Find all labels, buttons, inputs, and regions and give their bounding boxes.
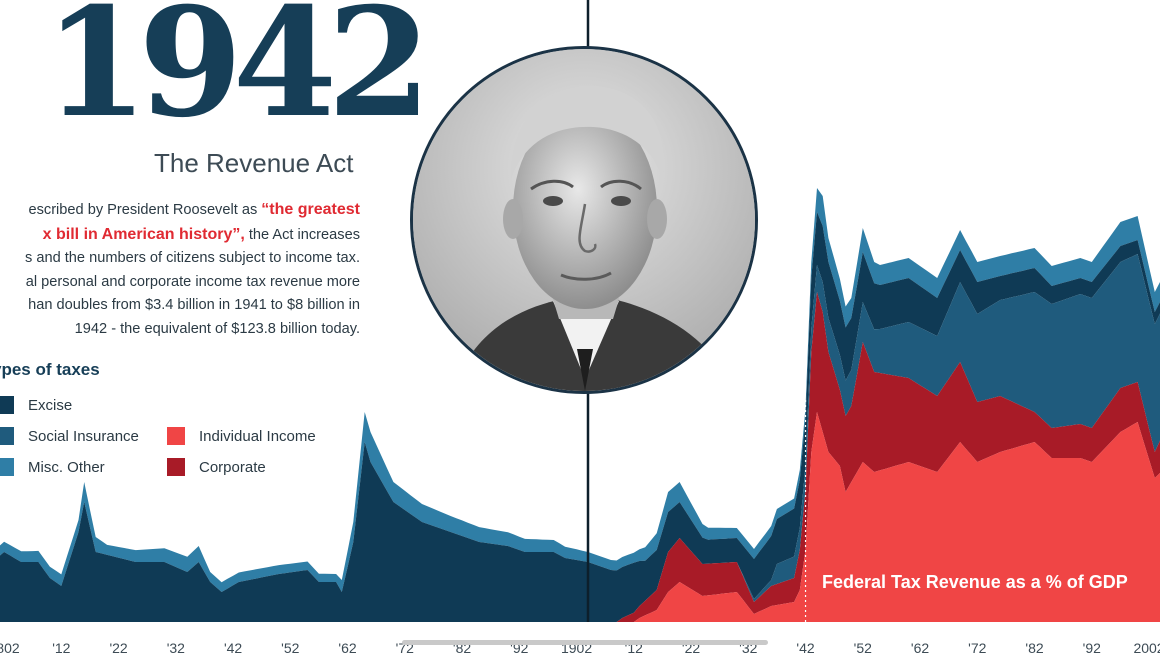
x-tick-label: '62 <box>911 640 929 656</box>
area-series-excise <box>0 212 1160 622</box>
legend-title: ypes of taxes <box>0 360 100 379</box>
description-line-4: al personal and corporate income tax rev… <box>25 273 360 290</box>
legend-label-excise: Excise <box>28 396 73 414</box>
description-quote-part-2: x bill in American history”, <box>42 225 245 243</box>
area-series-corporate <box>0 292 1160 622</box>
legend-label-misc-other: Misc. Other <box>28 458 105 476</box>
legend-swatch-excise <box>0 396 14 414</box>
x-tick-label: '42 <box>224 640 242 656</box>
legend-swatch-individual-income <box>167 427 185 445</box>
act-title: The Revenue Act <box>154 148 354 178</box>
portrait-frame <box>410 46 758 394</box>
x-tick-label: '72 <box>968 640 986 656</box>
x-tick-label: '52 <box>854 640 872 656</box>
year-title: 1942 <box>44 0 431 151</box>
legend-item-individual-income: Individual Income <box>167 427 316 445</box>
x-tick-label: '22 <box>109 640 127 656</box>
x-tick-label: '62 <box>338 640 356 656</box>
area-series-social-insurance <box>0 254 1160 622</box>
description-line-3: s and the numbers of citizens subject to… <box>24 250 360 266</box>
legend-label-corporate: Corporate <box>199 458 266 476</box>
area-series-individual-income <box>0 412 1160 622</box>
legend-swatch-social-insurance <box>0 427 14 445</box>
act-description: escribed by President Roosevelt as “the … <box>0 198 360 341</box>
legend-item-social-insurance: Social Insurance <box>0 427 139 445</box>
x-tick-label: 2002 <box>1133 640 1160 656</box>
legend-swatch-corporate <box>167 458 185 476</box>
legend-item-misc-other: Misc. Other <box>0 458 105 476</box>
description-line-5: han doubles from $3.4 billion in 1941 to… <box>28 297 360 313</box>
x-tick-label: '52 <box>281 640 299 656</box>
x-tick-label: '12 <box>52 640 70 656</box>
x-tick-label: 1802 <box>0 640 20 656</box>
x-tick-label: '92 <box>1083 640 1101 656</box>
x-tick-label: '32 <box>167 640 185 656</box>
description-line-2: the Act increases <box>244 226 360 243</box>
description-line-6: 1942 - the equivalent of $123.8 billion … <box>74 320 360 337</box>
x-tick-label: '42 <box>796 640 814 656</box>
legend-swatch-misc-other <box>0 458 14 476</box>
chart-caption: Federal Tax Revenue as a % of GDP <box>822 572 1128 592</box>
x-tick-label: '82 <box>1025 640 1043 656</box>
legend-item-excise: Excise <box>0 396 72 414</box>
legend-item-corporate: Corporate <box>167 458 266 476</box>
media-scrub-bar[interactable] <box>402 640 768 645</box>
legend-label-social-insurance: Social Insurance <box>28 427 139 445</box>
area-series-misc-other <box>0 188 1160 592</box>
description-quote-part-1: “the greatest <box>261 201 360 218</box>
portrait-photo-icon <box>413 49 755 391</box>
description-line-1: escribed by President Roosevelt as <box>28 202 262 218</box>
legend-label-individual-income: Individual Income <box>199 427 316 445</box>
